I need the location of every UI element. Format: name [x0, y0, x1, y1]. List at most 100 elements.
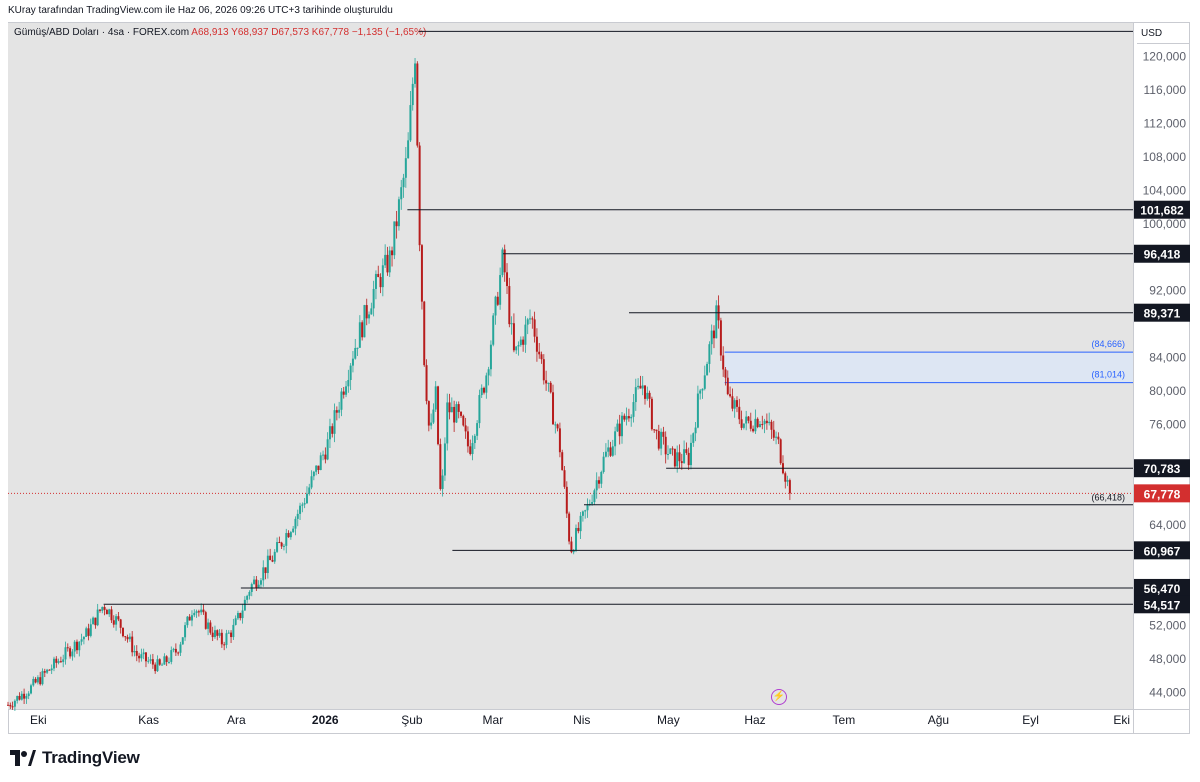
candle-body: [409, 105, 412, 141]
candle-body: [20, 693, 23, 700]
candle-body: [664, 436, 667, 455]
candle-body: [694, 427, 697, 434]
candle-body: [391, 250, 394, 256]
candle-body: [294, 518, 297, 529]
candle-body: [18, 695, 21, 700]
price-label-box: [1134, 244, 1190, 263]
candle-body: [234, 618, 237, 625]
legend-high: Y68,937: [231, 27, 269, 38]
x-tick-label: Ara: [227, 713, 246, 727]
candle-body: [524, 324, 527, 345]
candle-body: [531, 318, 534, 320]
x-tick-label: Kas: [138, 713, 159, 727]
candle-body: [165, 656, 168, 662]
candle-body: [138, 655, 141, 659]
candle-body: [230, 632, 233, 638]
candle-body: [708, 344, 711, 364]
candle-body: [733, 400, 736, 409]
candle-body: [443, 443, 446, 476]
candle-body: [687, 452, 690, 466]
candle-body: [556, 424, 559, 429]
candle-body: [430, 422, 433, 426]
candle-body: [338, 409, 341, 413]
candle-body: [777, 436, 780, 440]
candle-body: [243, 599, 246, 611]
candle-body: [565, 486, 568, 514]
candle-body: [315, 465, 318, 472]
candle-body: [616, 423, 619, 432]
candle-body: [473, 435, 476, 444]
price-label-box: [1134, 578, 1190, 597]
candle-body: [552, 392, 555, 425]
candle-body: [349, 365, 352, 380]
currency-label[interactable]: USD: [1137, 24, 1189, 44]
candle-body: [646, 392, 649, 399]
candle-body: [614, 431, 617, 447]
candle-body: [487, 369, 490, 376]
y-tick-label: 80,000: [1149, 384, 1186, 398]
candle-body: [170, 650, 173, 662]
candle-body: [526, 319, 529, 325]
candle-body: [154, 664, 157, 672]
candle-body: [662, 431, 665, 437]
candle-body: [80, 639, 83, 642]
candle-body: [354, 347, 357, 359]
candle-body: [374, 273, 377, 289]
candle-body: [397, 199, 400, 227]
candle-body: [377, 273, 380, 278]
x-tick-label: Mar: [483, 713, 504, 727]
candle-body: [147, 660, 150, 662]
candle-body: [36, 677, 39, 683]
candles: [7, 58, 791, 711]
candle-body: [342, 391, 345, 395]
candle-body: [172, 648, 175, 651]
price-label-text: 101,682: [1140, 204, 1184, 218]
candle-body: [296, 513, 299, 519]
candle-body: [738, 406, 741, 420]
candle-body: [287, 533, 290, 538]
candle-body: [370, 308, 373, 315]
candle-body: [788, 480, 791, 494]
y-tick-label: 64,000: [1149, 518, 1186, 532]
candle-body: [492, 315, 495, 345]
candle-body: [184, 625, 187, 638]
candle-body: [655, 429, 658, 432]
candle-body: [128, 636, 131, 640]
candle-body: [673, 448, 676, 467]
candle-body: [66, 647, 69, 649]
candle-body: [404, 158, 407, 178]
candle-body: [666, 453, 669, 455]
candle-body: [609, 447, 612, 456]
candle-body: [731, 396, 734, 409]
candle-body: [460, 411, 463, 416]
tradingview-icon: [10, 750, 36, 766]
candle-body: [25, 696, 28, 699]
candle-body: [703, 375, 706, 389]
candle-body: [333, 410, 336, 434]
candle-body: [579, 515, 582, 532]
candle-body: [363, 305, 366, 338]
candle-body: [133, 651, 136, 653]
candle-body: [747, 416, 750, 421]
candle-body: [241, 610, 244, 619]
candle-body: [719, 320, 722, 356]
candle-body: [372, 288, 375, 309]
candle-body: [322, 454, 325, 456]
price-axis-separator: [1133, 23, 1134, 734]
candle-body: [358, 322, 361, 348]
candle-body: [105, 609, 108, 615]
price-label-text: 54,517: [1144, 598, 1181, 612]
candle-body: [220, 632, 223, 645]
price-label-text: 89,371: [1144, 307, 1181, 321]
lightning-icon[interactable]: ⚡: [771, 689, 787, 705]
symbol-legend[interactable]: Gümüş/ABD Doları · 4sa · FOREX.com A68,9…: [14, 27, 426, 38]
candle-body: [586, 504, 589, 511]
candle-body: [671, 448, 674, 450]
candle-body: [379, 277, 382, 288]
candle-body: [499, 275, 502, 305]
candle-body: [181, 637, 184, 645]
tradingview-logo[interactable]: TradingView: [10, 748, 140, 768]
candle-body: [386, 254, 389, 273]
candle-body: [632, 402, 635, 417]
